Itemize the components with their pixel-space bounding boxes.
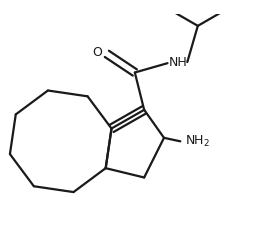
Text: O: O — [92, 46, 102, 59]
Text: NH: NH — [169, 56, 187, 68]
Text: NH$_2$: NH$_2$ — [185, 134, 210, 149]
